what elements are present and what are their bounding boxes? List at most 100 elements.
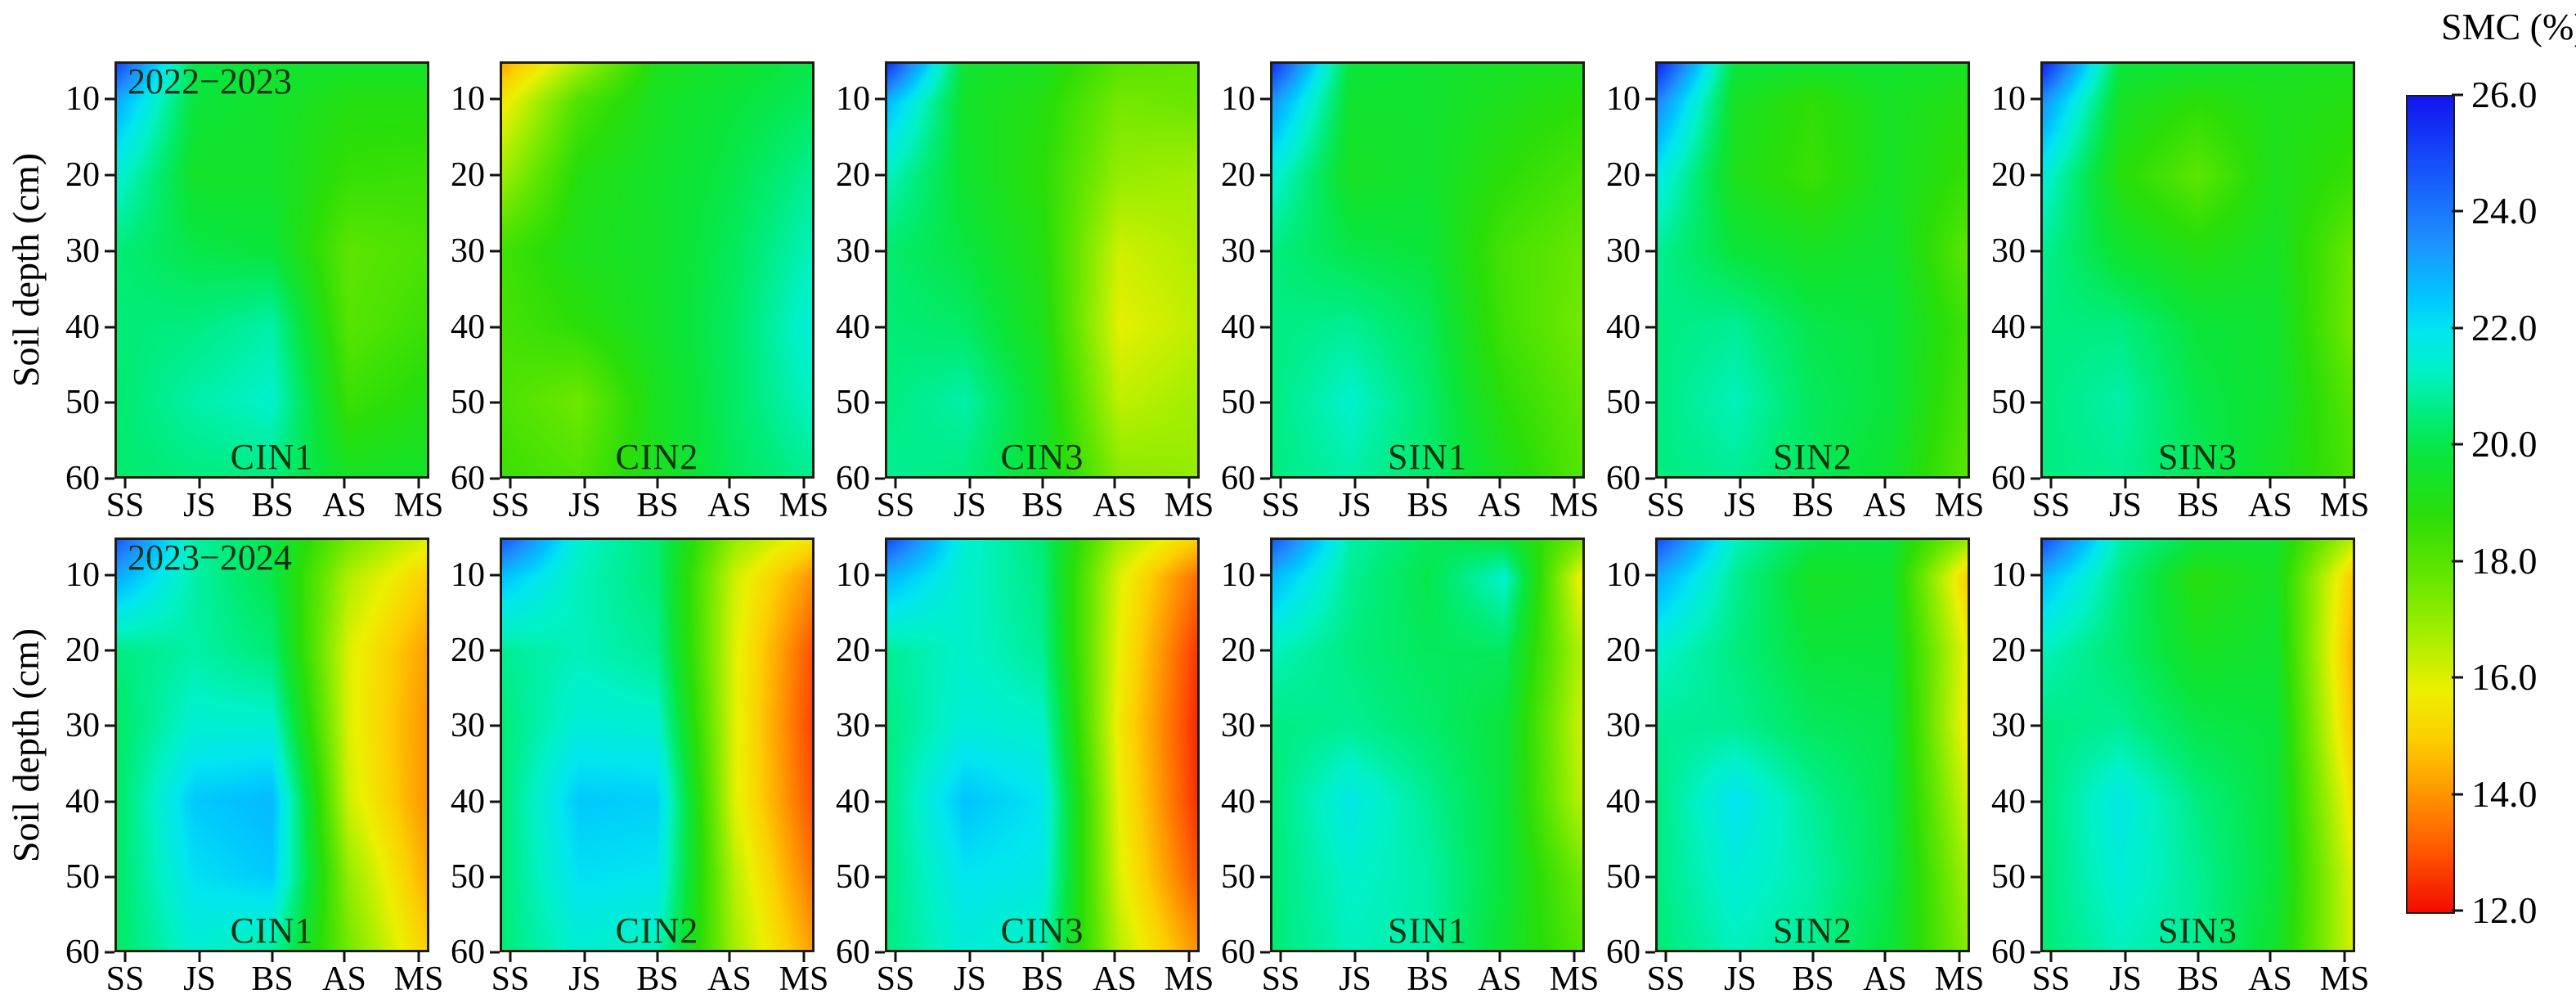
depth-tick-mark	[875, 800, 885, 803]
depth-tick-label-10: 10	[451, 80, 485, 118]
depth-tick-label-10: 10	[65, 556, 100, 594]
colorbar-tick-label-22.0: 22.0	[2471, 307, 2538, 349]
depth-tick-mark	[2031, 875, 2040, 879]
depth-tick-label-20: 20	[65, 632, 100, 669]
depth-tick-mark	[875, 326, 885, 329]
depth-tick-label-30: 30	[1606, 232, 1640, 270]
depth-tick-label-60: 60	[1606, 933, 1640, 971]
depth-tick-label-50: 50	[1606, 858, 1640, 896]
depth-tick-label-50: 50	[1991, 384, 2026, 421]
depth-tick-label-10: 10	[451, 556, 485, 594]
colorbar-tick-mark	[2452, 326, 2463, 330]
stage-tick-label-ms: MS	[1549, 960, 1600, 994]
depth-tick-label-60: 60	[451, 933, 485, 971]
heatmap-panel-sin3-1: SIN3 10 20 30 40 50 60 SS JS BS AS MS	[1991, 537, 2369, 994]
depth-tick-mark	[2031, 951, 2040, 954]
stage-tick-mark	[802, 952, 806, 962]
stage-tick-label-as: AS	[1478, 960, 1522, 994]
heatmap-panel-cin2-1: CIN2 10 20 30 40 50 60 SS JS BS AS MS	[451, 537, 828, 994]
stage-tick-label-js: JS	[183, 960, 216, 994]
depth-tick-label-50: 50	[65, 384, 100, 421]
depth-tick-label-60: 60	[1221, 460, 1255, 497]
stage-tick-label-js: JS	[1724, 487, 1757, 524]
stage-tick-label-ms: MS	[1549, 487, 1600, 524]
depth-tick-label-20: 20	[1991, 632, 2026, 669]
stage-tick-mark	[1426, 479, 1429, 488]
depth-tick-label-20: 20	[451, 156, 485, 194]
stage-tick-label-ss: SS	[2031, 487, 2071, 524]
stage-tick-label-bs: BS	[2177, 487, 2219, 524]
depth-tick-label-30: 30	[65, 232, 100, 270]
depth-tick-label-50: 50	[1606, 384, 1640, 421]
depth-tick-label-30: 30	[451, 707, 485, 744]
stage-tick-mark	[1811, 952, 1815, 962]
depth-tick-mark	[490, 875, 500, 879]
depth-tick-label-20: 20	[836, 632, 870, 669]
stage-tick-label-bs: BS	[251, 487, 294, 524]
depth-tick-mark	[2031, 649, 2040, 652]
contour-plot-sin2-0	[1655, 61, 1970, 479]
stage-tick-label-as: AS	[707, 487, 752, 524]
stage-tick-label-ms: MS	[393, 960, 444, 994]
colorbar-tick-label-14.0: 14.0	[2471, 773, 2538, 815]
stage-tick-mark	[2269, 479, 2272, 488]
depth-tick-label-20: 20	[1606, 632, 1640, 669]
depth-tick-label-50: 50	[451, 384, 485, 421]
depth-tick-mark	[875, 649, 885, 652]
depth-tick-label-60: 60	[1991, 460, 2026, 497]
y-axis-title-bottom-row: Soil depth (cm)	[5, 627, 47, 862]
contour-plot-cin2-1	[500, 537, 815, 952]
depth-tick-mark	[1645, 724, 1655, 727]
heatmap-panel-sin3-0: SIN3 10 20 30 40 50 60 SS JS BS AS MS	[1991, 61, 2369, 523]
depth-tick-mark	[2031, 326, 2040, 329]
depth-tick-label-20: 20	[1221, 632, 1255, 669]
stage-tick-label-as: AS	[322, 960, 366, 994]
colorbar-tick-label-20.0: 20.0	[2471, 423, 2538, 465]
stage-tick-label-as: AS	[1093, 960, 1137, 994]
stage-tick-mark	[1279, 479, 1282, 488]
depth-tick-label-20: 20	[1991, 156, 2026, 194]
depth-tick-mark	[1645, 951, 1655, 954]
colorbar-title: SMC (%)	[2441, 6, 2576, 47]
colorbar-tick-label-24.0: 24.0	[2471, 190, 2538, 232]
panel-label-cin3: CIN3	[1000, 911, 1084, 951]
depth-tick-label-20: 20	[836, 156, 870, 194]
contour-plot-cin1-1	[114, 537, 429, 952]
colorbar-tick-mark	[2452, 93, 2463, 97]
colorbar-tick-mark	[2452, 909, 2463, 912]
depth-tick-label-30: 30	[1221, 707, 1255, 744]
stage-tick-label-js: JS	[954, 487, 986, 524]
heatmap-panel-sin2-1: SIN2 10 20 30 40 50 60 SS JS BS AS MS	[1606, 537, 1984, 994]
depth-tick-mark	[1260, 173, 1270, 177]
stage-tick-label-ss: SS	[1261, 960, 1300, 994]
stage-tick-label-ss: SS	[105, 960, 145, 994]
depth-tick-mark	[105, 573, 114, 577]
depth-tick-mark	[105, 649, 114, 652]
stage-tick-mark	[2049, 479, 2053, 488]
stage-tick-mark	[583, 479, 586, 488]
stage-tick-mark	[656, 479, 659, 488]
stage-tick-label-bs: BS	[1407, 960, 1449, 994]
contour-plot-sin3-1	[2040, 537, 2355, 952]
colorbar-gradient	[2406, 95, 2455, 914]
stage-tick-label-ms: MS	[1164, 960, 1214, 994]
stage-tick-mark	[656, 952, 659, 962]
contour-plot-sin3-0	[2040, 61, 2355, 479]
depth-tick-mark	[105, 951, 114, 954]
stage-tick-mark	[123, 952, 127, 962]
stage-tick-mark	[1573, 952, 1576, 962]
stage-tick-label-bs: BS	[636, 960, 679, 994]
stage-tick-mark	[1113, 479, 1116, 488]
stage-tick-mark	[802, 479, 806, 488]
depth-tick-label-40: 40	[836, 783, 870, 821]
heatmap-panel-cin3-0: CIN3 10 20 30 40 50 60 SS JS BS AS MS	[836, 61, 1214, 523]
stage-tick-label-js: JS	[1724, 960, 1757, 994]
panel-label-sin2: SIN2	[1773, 437, 1852, 477]
depth-tick-label-10: 10	[836, 80, 870, 118]
depth-tick-mark	[2031, 573, 2040, 577]
stage-tick-label-ss: SS	[1261, 487, 1300, 524]
colorbar-tick-label-18.0: 18.0	[2471, 540, 2538, 582]
contour-plot-sin1-1	[1270, 537, 1585, 952]
depth-tick-mark	[2031, 250, 2040, 253]
depth-tick-mark	[1260, 250, 1270, 253]
